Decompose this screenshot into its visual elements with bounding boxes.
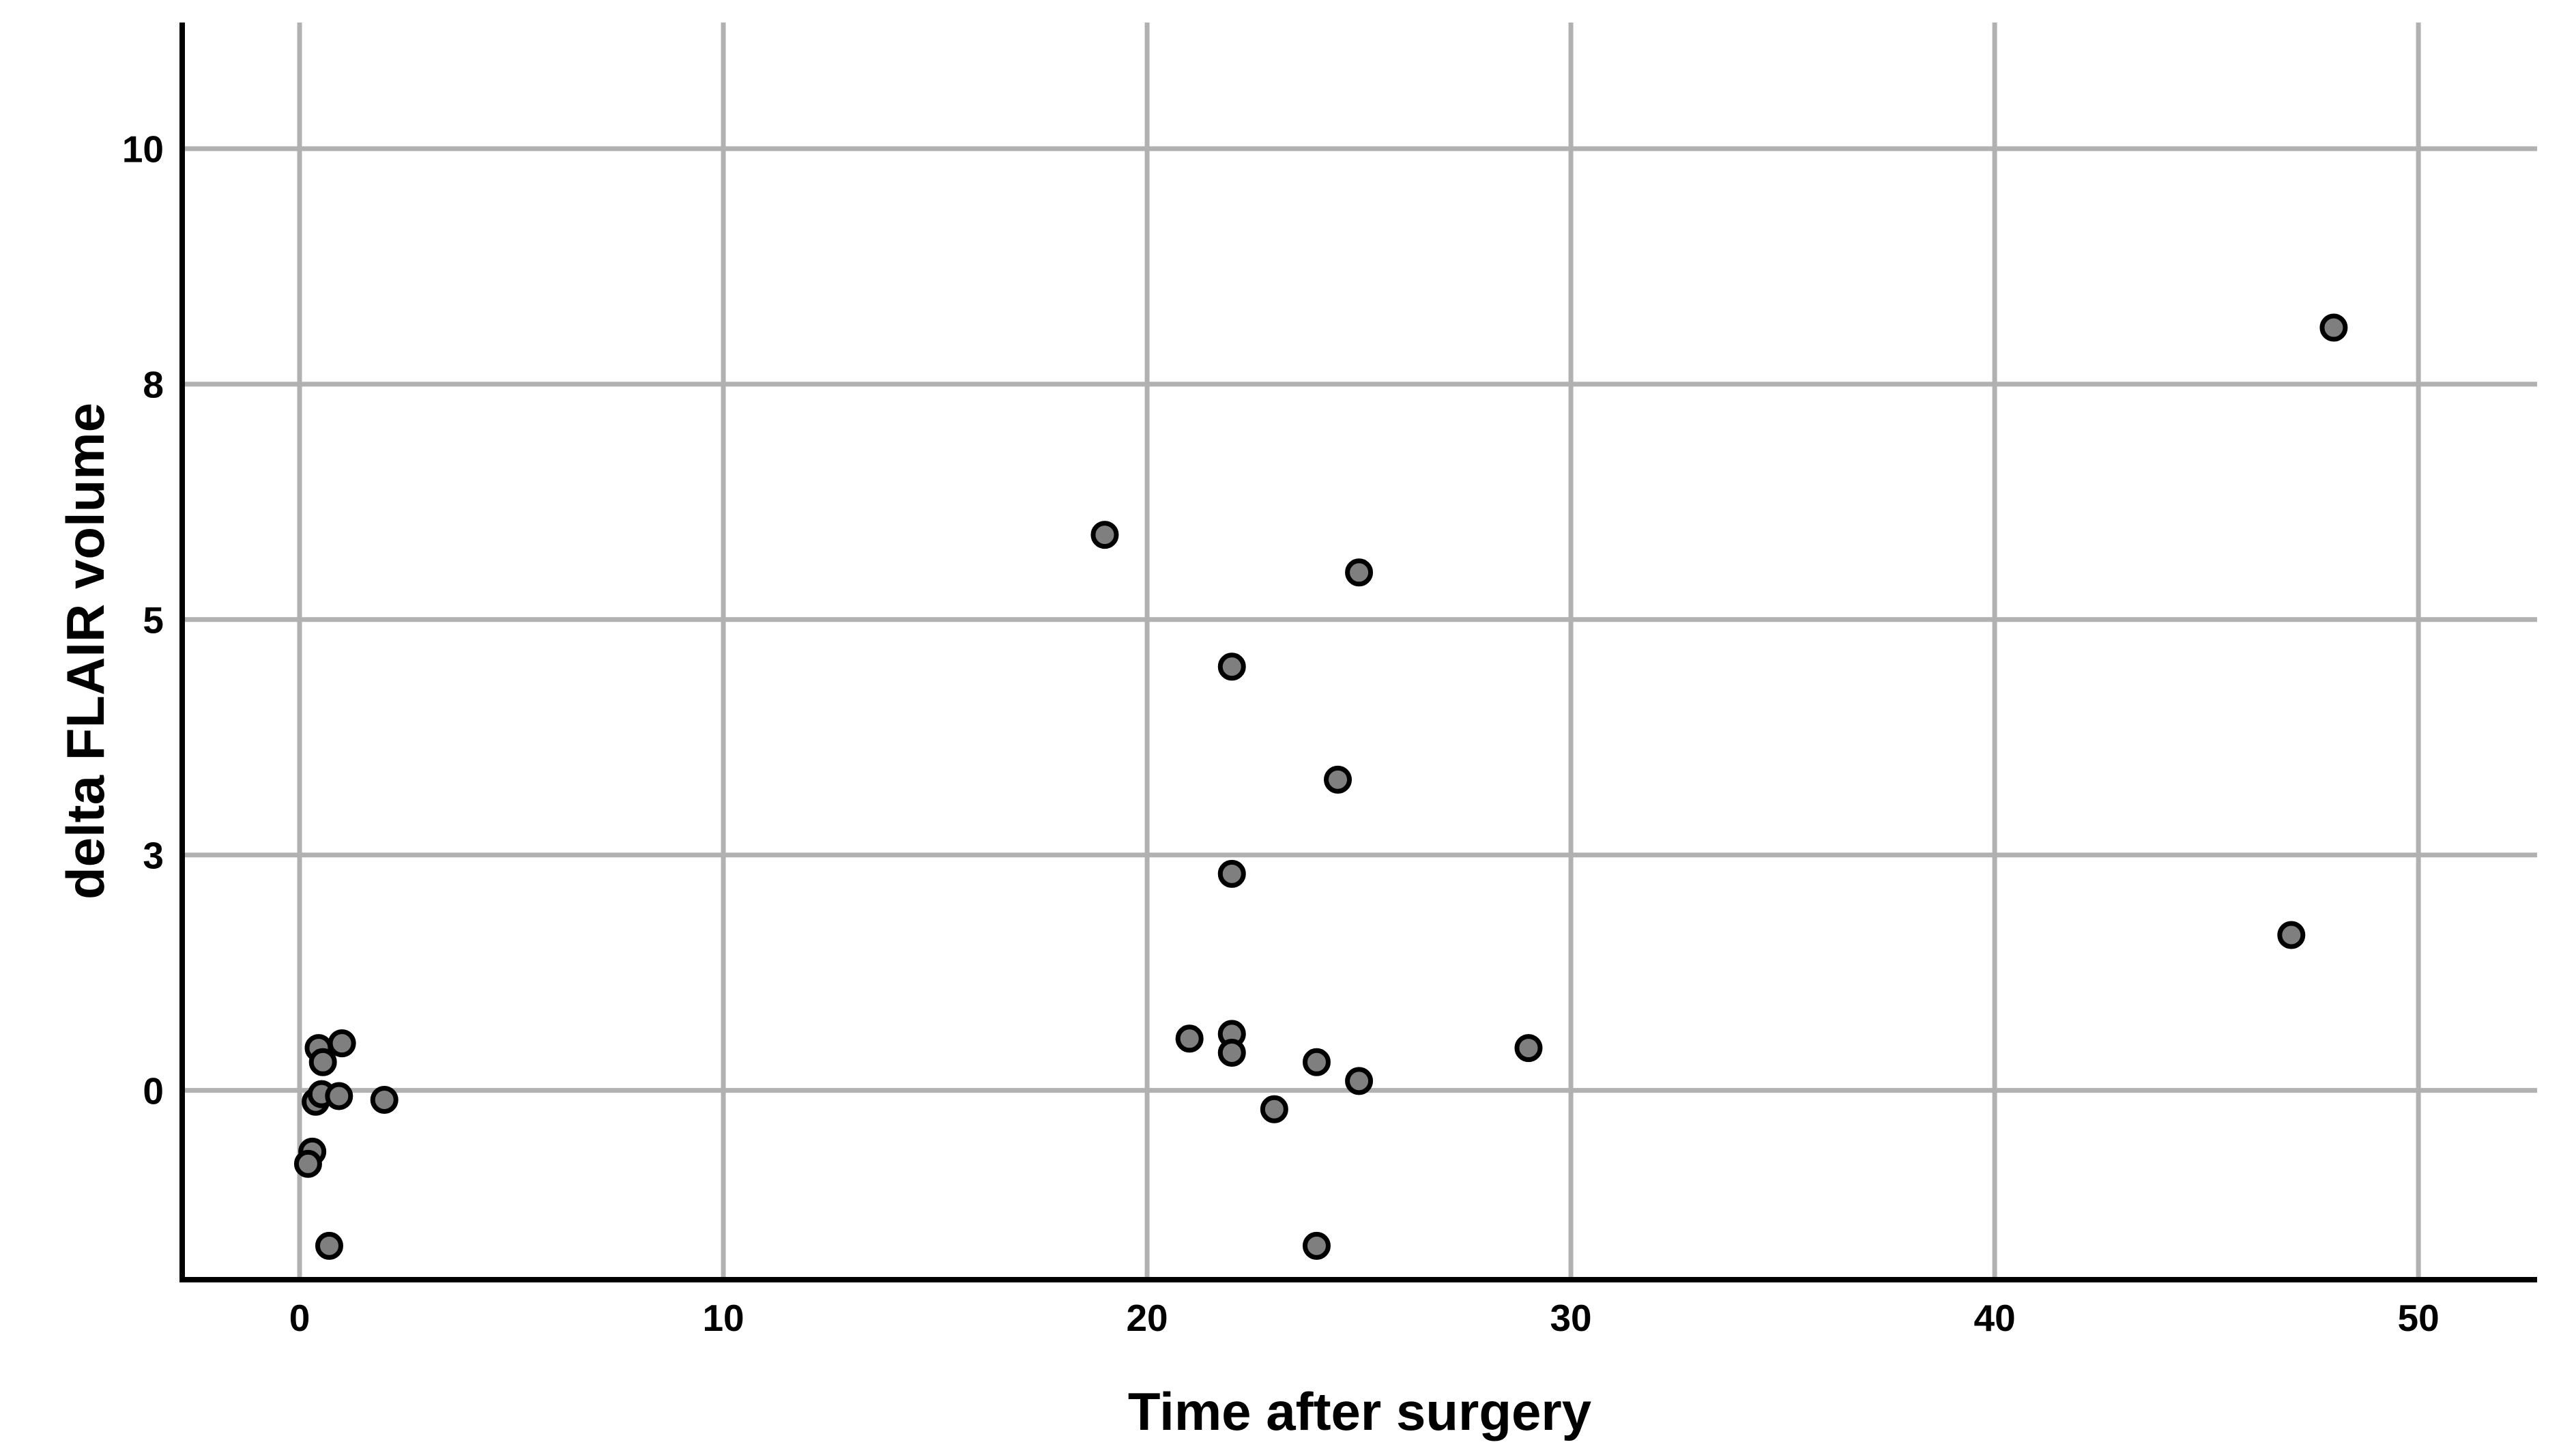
y-axis-title: delta FLAIR volume [55,403,115,900]
y-tick-label: 8 [143,364,164,406]
x-tick-label: 40 [1974,1297,2016,1339]
data-point [2319,313,2348,342]
data-point [325,1082,353,1110]
data-point [370,1085,399,1114]
gridlines [182,23,2537,1280]
data-point [293,1149,322,1178]
y-tick-label: 10 [122,128,164,171]
data-point [1217,1038,1246,1067]
x-axis-title: Time after surgery [1128,1381,1591,1441]
data-point [1302,1048,1331,1076]
y-tick-label: 3 [143,835,164,877]
data-point [1345,558,1374,587]
x-tick-label: 30 [1550,1297,1591,1339]
data-point [328,1029,356,1058]
x-tick-label: 10 [702,1297,744,1339]
data-point [315,1231,343,1260]
x-tick-label: 20 [1126,1297,1168,1339]
y-tick-label: 0 [143,1069,164,1112]
data-point [1175,1024,1204,1053]
data-point [308,1048,337,1076]
data-point [2277,921,2306,949]
data-point [1217,859,1246,888]
data-point [1324,765,1352,794]
y-tick-label: 5 [143,599,164,642]
x-tick-labels: 0 10 20 30 40 50 [289,1297,2440,1339]
data-point [1302,1231,1331,1260]
data-point [1090,521,1119,549]
data-point [1217,652,1246,681]
x-tick-label: 0 [289,1297,310,1339]
data-point [1345,1067,1374,1095]
data-point [1514,1034,1543,1063]
data-point [1260,1095,1288,1123]
x-tick-label: 50 [2398,1297,2440,1339]
y-tick-labels: 10 8 5 3 0 [122,128,164,1112]
data-points [293,313,2348,1260]
